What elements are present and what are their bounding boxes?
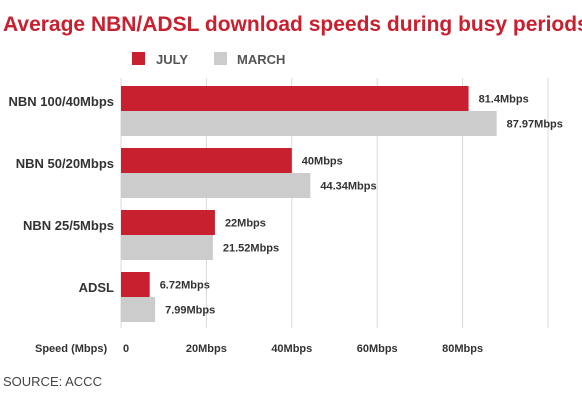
category-labels: NBN 100/40Mbps NBN 50/20Mbps NBN 25/5Mbps A… <box>9 94 115 295</box>
tick-label: 20Mbps <box>186 343 227 355</box>
category-label: ADSL <box>79 280 114 295</box>
legend: JULY MARCH <box>132 52 285 67</box>
value-label: 87.97Mbps <box>507 119 563 131</box>
value-label: 21.52Mbps <box>223 243 279 255</box>
value-label: 81.4Mbps <box>479 94 529 106</box>
bar-july-0 <box>121 86 469 111</box>
bars: 81.4Mbps 87.97Mbps 40Mbps 44.34Mbps 22Mbps 21… <box>121 86 563 322</box>
tick-labels: 0 20Mbps 40Mbps 60Mbps 80Mbps <box>123 343 483 355</box>
bar-july-3 <box>121 272 150 297</box>
category-label: NBN 25/5Mbps <box>23 218 114 233</box>
tick-label: 0 <box>123 343 129 355</box>
legend-label-july: JULY <box>156 52 188 67</box>
chart-title: Average NBN/ADSL download speeds during … <box>3 13 582 36</box>
source-note: SOURCE: ACCC <box>3 374 102 389</box>
value-label: 6.72Mbps <box>160 280 210 292</box>
bar-march-3 <box>121 297 156 322</box>
bar-march-1 <box>121 173 311 198</box>
value-label: 22Mbps <box>225 218 266 230</box>
tick-label: 40Mbps <box>271 343 312 355</box>
value-label: 44.34Mbps <box>320 181 376 193</box>
category-label: NBN 100/40Mbps <box>9 94 114 109</box>
value-label: 40Mbps <box>302 156 343 168</box>
bar-july-1 <box>121 148 292 173</box>
category-label: NBN 50/20Mbps <box>16 156 114 171</box>
bar-july-2 <box>121 210 215 235</box>
bar-march-0 <box>121 111 497 136</box>
tick-label: 80Mbps <box>442 343 483 355</box>
tick-label: 60Mbps <box>357 343 398 355</box>
legend-label-march: MARCH <box>237 52 285 67</box>
bar-march-2 <box>121 235 213 260</box>
legend-swatch-march <box>214 52 227 65</box>
value-label: 7.99Mbps <box>165 305 215 317</box>
x-axis-title: Speed (Mbps) <box>35 343 107 355</box>
legend-swatch-july <box>132 52 145 65</box>
